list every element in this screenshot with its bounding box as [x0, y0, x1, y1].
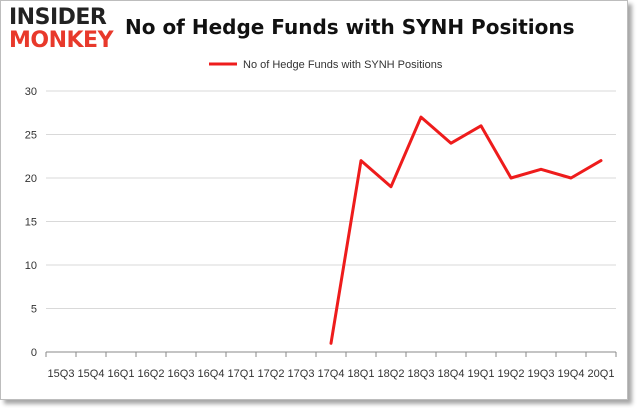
x-tick-label: 19Q3: [528, 368, 555, 380]
y-tick-label: 20: [25, 173, 37, 185]
y-tick-label: 10: [25, 260, 37, 272]
series-line: [329, 115, 603, 345]
x-tick-label: 17Q3: [288, 368, 315, 380]
x-tick-label: 15Q4: [78, 368, 105, 380]
x-tick-label: 18Q1: [348, 368, 375, 380]
chart-frame: INSIDER MONKEY No of Hedge Funds with SY…: [0, 0, 628, 400]
logo-text-bottom: MONKEY: [9, 28, 114, 53]
x-tick-label: 17Q2: [258, 368, 285, 380]
x-tick-label: 16Q2: [138, 368, 165, 380]
insider-monkey-logo: INSIDER MONKEY: [9, 7, 119, 53]
legend-label: No of Hedge Funds with SYNH Positions: [243, 59, 443, 71]
y-tick-label: 0: [31, 347, 37, 359]
x-tick-label: 17Q4: [318, 368, 345, 380]
x-tick-label: 16Q1: [108, 368, 135, 380]
y-tick-label: 30: [25, 86, 37, 98]
x-tick-label: 17Q1: [228, 368, 255, 380]
chart-title: No of Hedge Funds with SYNH Positions: [125, 15, 575, 39]
x-tick-label: 19Q4: [558, 368, 585, 380]
x-tick-label: 20Q1: [588, 368, 615, 380]
x-tick-label: 18Q2: [378, 368, 405, 380]
y-tick-label: 15: [25, 217, 37, 229]
x-tick-label: 16Q3: [168, 368, 195, 380]
y-tick-label: 5: [31, 304, 37, 316]
x-tick-label: 19Q2: [498, 368, 525, 380]
x-tick-label: 18Q3: [408, 368, 435, 380]
x-tick-label: 16Q4: [198, 368, 225, 380]
x-tick-label: 19Q1: [468, 368, 495, 380]
x-tick-label: 18Q4: [438, 368, 465, 380]
x-tick-label: 15Q3: [48, 368, 75, 380]
logo-text-top: INSIDER: [9, 5, 107, 30]
y-tick-label: 25: [25, 130, 37, 142]
